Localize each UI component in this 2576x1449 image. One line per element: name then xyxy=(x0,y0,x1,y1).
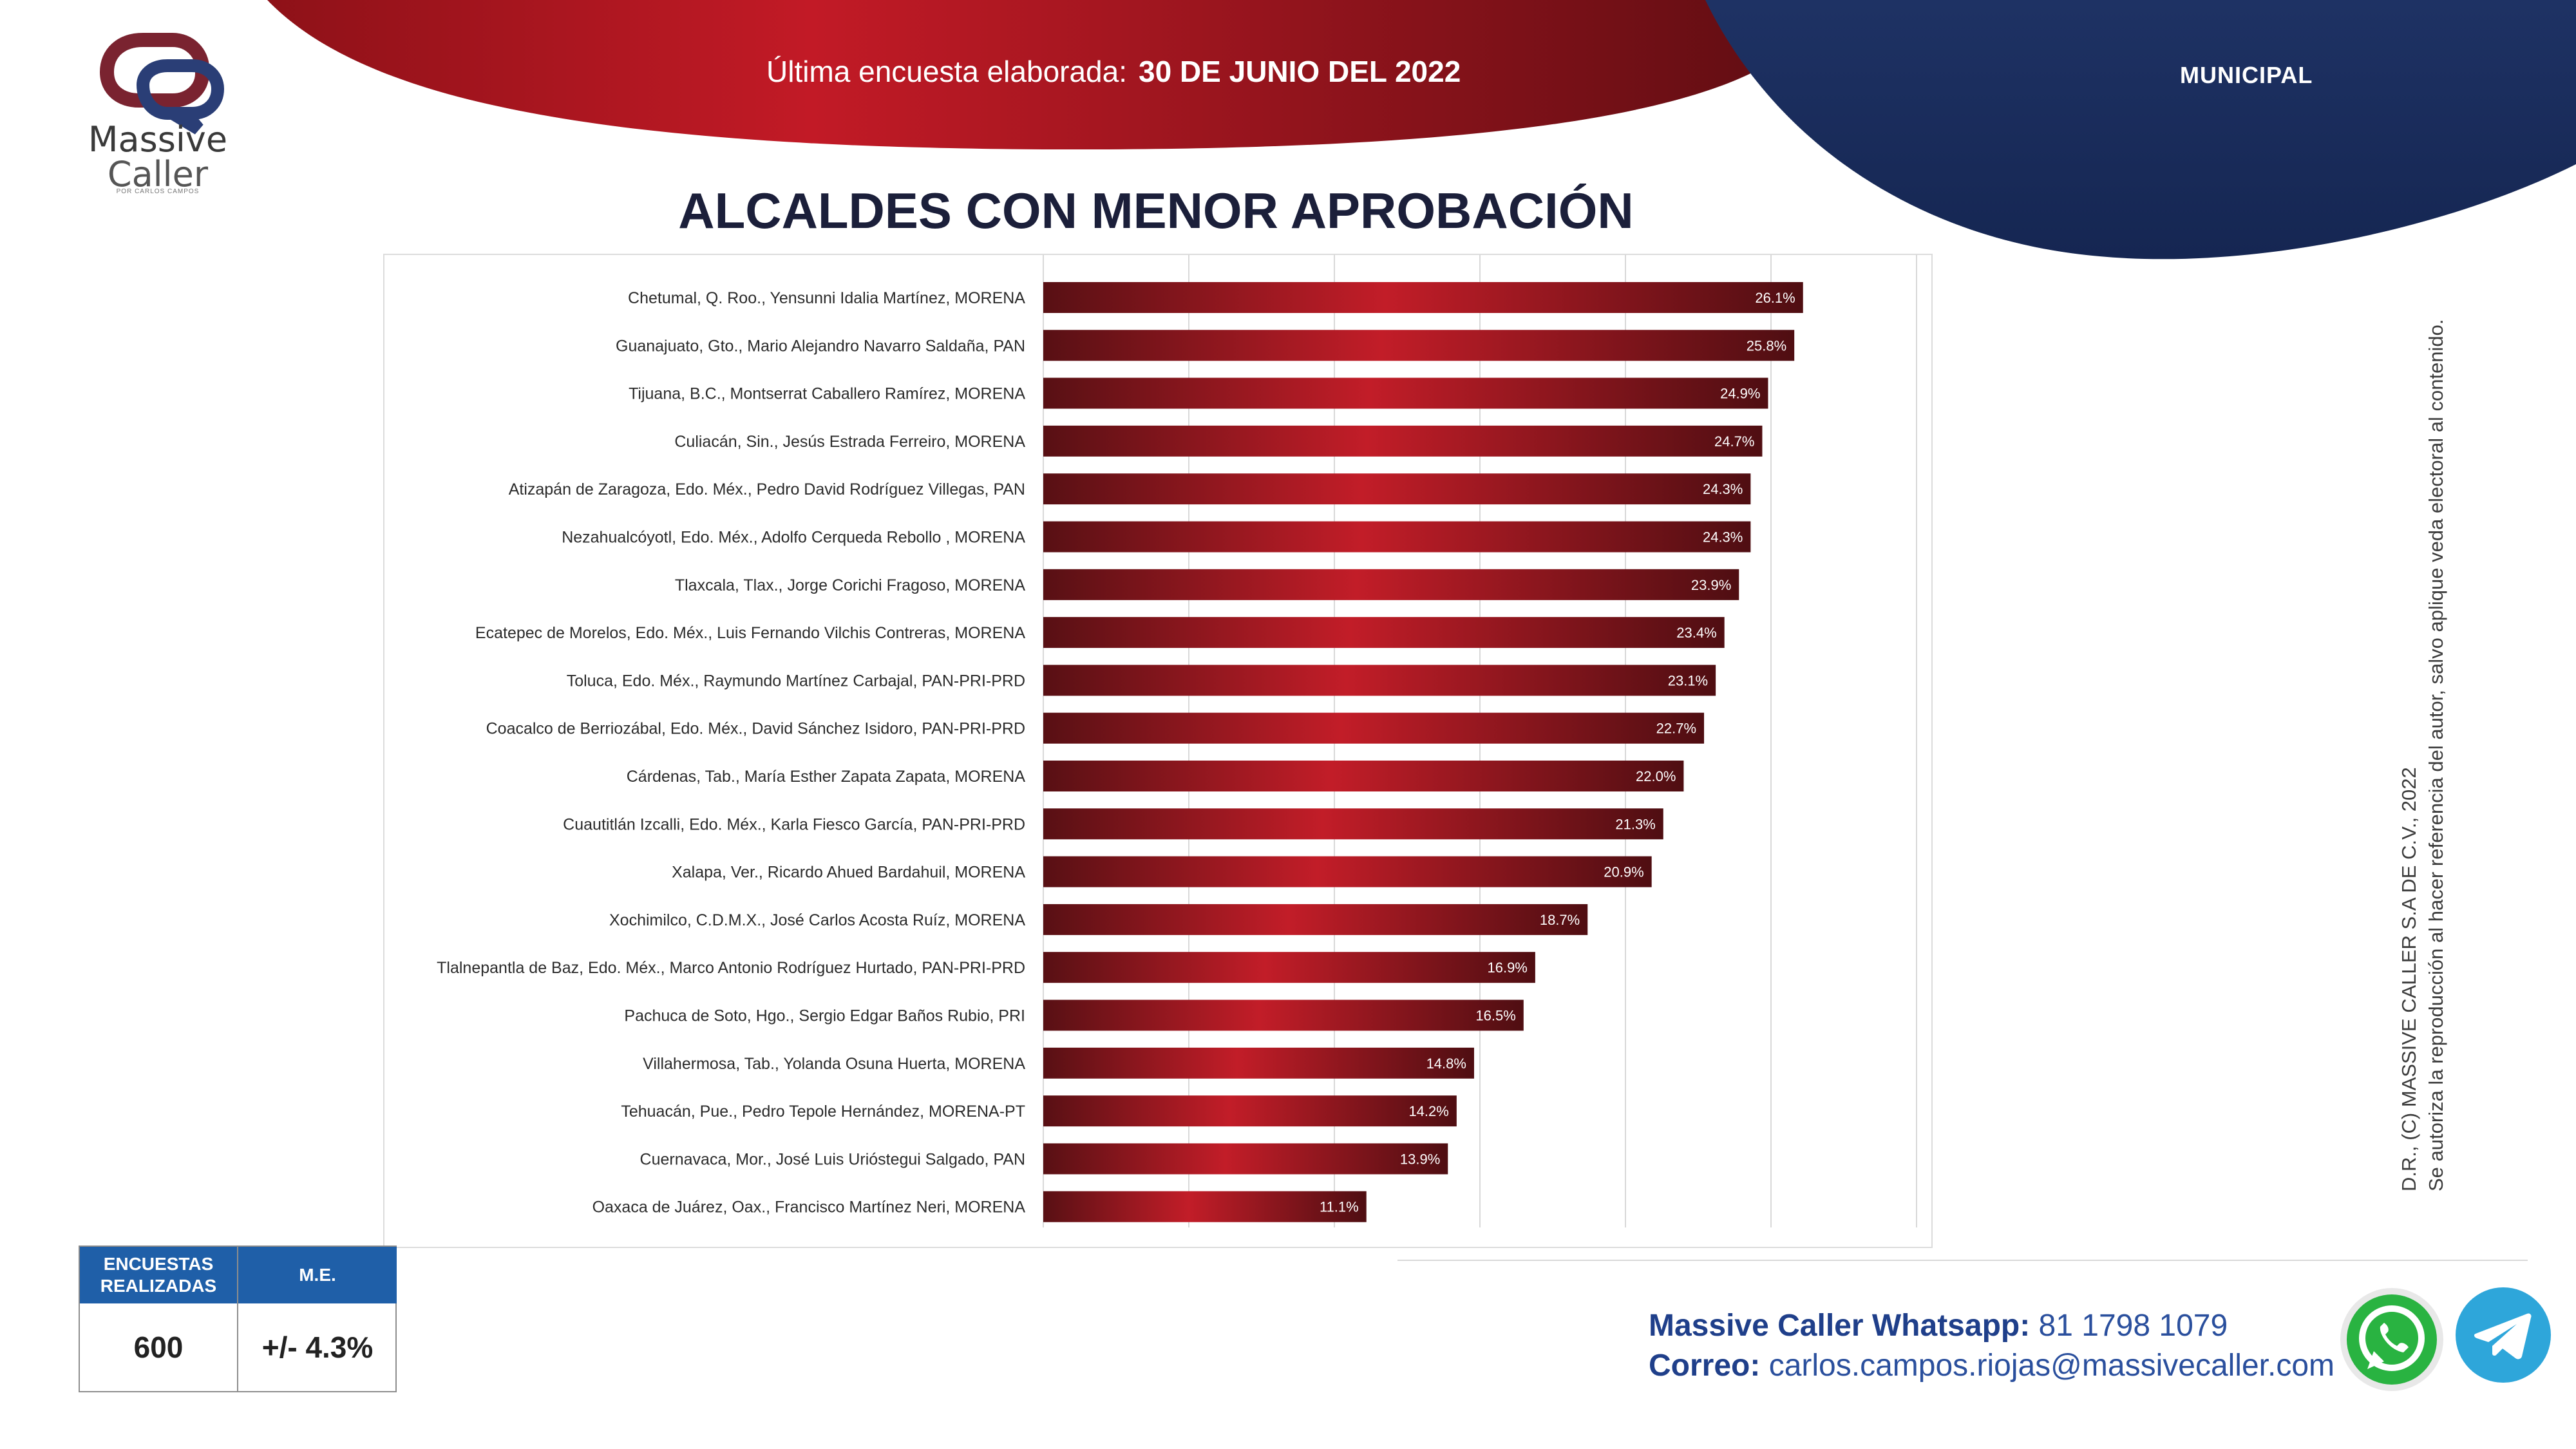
brand-name: Massive Caller xyxy=(84,122,232,192)
copyright-disclaimer: D.R., (C) MASSIVE CALLER S.A DE C.V., 20… xyxy=(2396,319,2450,1191)
category-label: Cárdenas, Tab., María Esther Zapata Zapa… xyxy=(627,768,1026,786)
footer-divider xyxy=(1397,1260,2528,1261)
copyright-line: D.R., (C) MASSIVE CALLER S.A DE C.V., 20… xyxy=(2398,767,2420,1191)
bar xyxy=(1043,569,1739,600)
survey-date: 30 DE JUNIO DEL 2022 xyxy=(1139,55,1461,88)
surveys-header: ENCUESTAS REALIZADAS xyxy=(80,1247,237,1303)
category-label: Xochimilco, C.D.M.X., José Carlos Acosta… xyxy=(609,911,1025,929)
data-label: 14.2% xyxy=(1408,1103,1448,1119)
data-label: 24.7% xyxy=(1714,433,1754,450)
bar xyxy=(1043,904,1588,935)
bar xyxy=(1043,712,1705,744)
chart-frame: Chetumal, Q. Roo., Yensunni Idalia Martí… xyxy=(383,254,1933,1248)
brand-tagline: POR CARLOS CAMPOS xyxy=(116,188,200,195)
email-address[interactable]: carlos.campos.riojas@massivecaller.com xyxy=(1768,1349,2335,1383)
bar xyxy=(1043,1143,1448,1175)
margin-error-value: +/- 4.3% xyxy=(237,1303,397,1391)
bar xyxy=(1043,473,1751,505)
category-label: Atizapán de Zaragoza, Edo. Méx., Pedro D… xyxy=(509,480,1025,498)
data-label: 23.9% xyxy=(1691,577,1731,593)
data-label: 14.8% xyxy=(1426,1056,1466,1072)
category-label: Villahermosa, Tab., Yolanda Osuna Huerta… xyxy=(643,1055,1025,1073)
category-label: Tehuacán, Pue., Pedro Tepole Hernández, … xyxy=(621,1103,1025,1121)
bar xyxy=(1043,282,1803,313)
category-label: Cuernavaca, Mor., José Luis Urióstegui S… xyxy=(640,1150,1025,1168)
data-label: 23.1% xyxy=(1668,672,1708,688)
data-label: 11.1% xyxy=(1320,1199,1359,1215)
bar xyxy=(1043,665,1716,696)
bar xyxy=(1043,952,1535,983)
reproduction-line: Se autoriza la reproducción al hacer ref… xyxy=(2425,319,2447,1191)
data-label: 20.9% xyxy=(1604,864,1643,880)
category-label: Tlaxcala, Tlax., Jorge Corichi Fragoso, … xyxy=(675,576,1025,594)
surveys-value: 600 xyxy=(133,1331,184,1364)
chart-title: ALCALDES CON MENOR APROBACIÓN xyxy=(678,182,1634,239)
category-label: Tijuana, B.C., Montserrat Caballero Ramí… xyxy=(629,385,1025,403)
data-label: 22.7% xyxy=(1656,721,1696,737)
category-label: Coacalco de Berriozábal, Edo. Méx., Davi… xyxy=(486,720,1025,738)
data-label: 24.3% xyxy=(1703,481,1743,497)
whatsapp-label: Massive Caller Whatsapp: xyxy=(1649,1309,2031,1343)
bar xyxy=(1043,521,1751,553)
data-label: 16.9% xyxy=(1487,960,1527,976)
bar xyxy=(1043,761,1684,791)
category-label: Ecatepec de Morelos, Edo. Méx., Luis Fer… xyxy=(475,624,1025,642)
category-label: Guanajuato, Gto., Mario Alejandro Navarr… xyxy=(616,337,1025,355)
category-label: Toluca, Edo. Méx., Raymundo Martínez Car… xyxy=(567,672,1025,690)
bar xyxy=(1043,377,1768,409)
bar xyxy=(1043,808,1663,840)
margin-error-header: M.E. xyxy=(237,1247,397,1303)
telegram-icon[interactable] xyxy=(2455,1287,2552,1383)
bar xyxy=(1043,330,1795,361)
data-label: 26.1% xyxy=(1755,290,1795,306)
category-label: Oaxaca de Juárez, Oax., Francisco Martín… xyxy=(592,1198,1026,1217)
whatsapp-line: Massive Caller Whatsapp: 81 1798 1079 xyxy=(1649,1306,2334,1346)
data-label: 18.7% xyxy=(1540,912,1580,928)
navy-header-arc xyxy=(1705,0,2576,260)
email-line: Correo: carlos.campos.riojas@massivecall… xyxy=(1649,1346,2334,1386)
email-label: Correo: xyxy=(1649,1349,1761,1383)
bar xyxy=(1043,856,1652,887)
data-label: 13.9% xyxy=(1400,1151,1440,1167)
bar xyxy=(1043,1095,1457,1127)
bar xyxy=(1043,1047,1474,1079)
bar xyxy=(1043,999,1524,1031)
whatsapp-icon[interactable] xyxy=(2339,1287,2445,1392)
red-header-arc xyxy=(267,0,1823,150)
survey-label: Última encuesta elaborada: xyxy=(766,55,1127,88)
bar xyxy=(1043,425,1763,457)
data-label: 23.4% xyxy=(1676,625,1716,641)
data-label: 16.5% xyxy=(1475,1008,1515,1024)
survey-stats-table: ENCUESTAS REALIZADAS M.E. 600 +/- 4.3% xyxy=(79,1245,397,1392)
contact-info: Massive Caller Whatsapp: 81 1798 1079 Co… xyxy=(1649,1306,2334,1386)
brand-name-line1: Massive xyxy=(88,119,228,160)
section-label: MUNICIPAL xyxy=(2180,62,2313,88)
bar-chart: Chetumal, Q. Roo., Yensunni Idalia Martí… xyxy=(437,255,1917,1227)
data-label: 24.3% xyxy=(1703,529,1743,545)
category-label: Pachuca de Soto, Hgo., Sergio Edgar Baño… xyxy=(624,1007,1025,1025)
whatsapp-number[interactable]: 81 1798 1079 xyxy=(2038,1309,2228,1343)
brand-name-line2: Caller xyxy=(107,154,209,194)
category-label: Xalapa, Ver., Ricardo Ahued Bardahuil, M… xyxy=(672,864,1025,882)
category-label: Culiacán, Sin., Jesús Estrada Ferreiro, … xyxy=(674,433,1025,451)
data-label: 24.9% xyxy=(1720,386,1760,402)
category-label: Cuautitlán Izcalli, Edo. Méx., Karla Fie… xyxy=(563,815,1025,833)
survey-date-heading: Última encuesta elaborada: 30 DE JUNIO DE… xyxy=(766,54,1461,89)
category-label: Nezahualcóyotl, Edo. Méx., Adolfo Cerque… xyxy=(562,529,1025,547)
data-label: 25.8% xyxy=(1747,337,1786,354)
bar xyxy=(1043,1191,1367,1222)
bar xyxy=(1043,617,1725,649)
massive-caller-logo xyxy=(99,33,225,135)
category-label: Tlalnepantla de Baz, Edo. Méx., Marco An… xyxy=(437,959,1025,977)
category-label: Chetumal, Q. Roo., Yensunni Idalia Martí… xyxy=(628,289,1025,307)
data-label: 22.0% xyxy=(1636,768,1676,784)
data-label: 21.3% xyxy=(1615,816,1655,832)
chart-bars: Chetumal, Q. Roo., Yensunni Idalia Martí… xyxy=(437,282,1803,1222)
